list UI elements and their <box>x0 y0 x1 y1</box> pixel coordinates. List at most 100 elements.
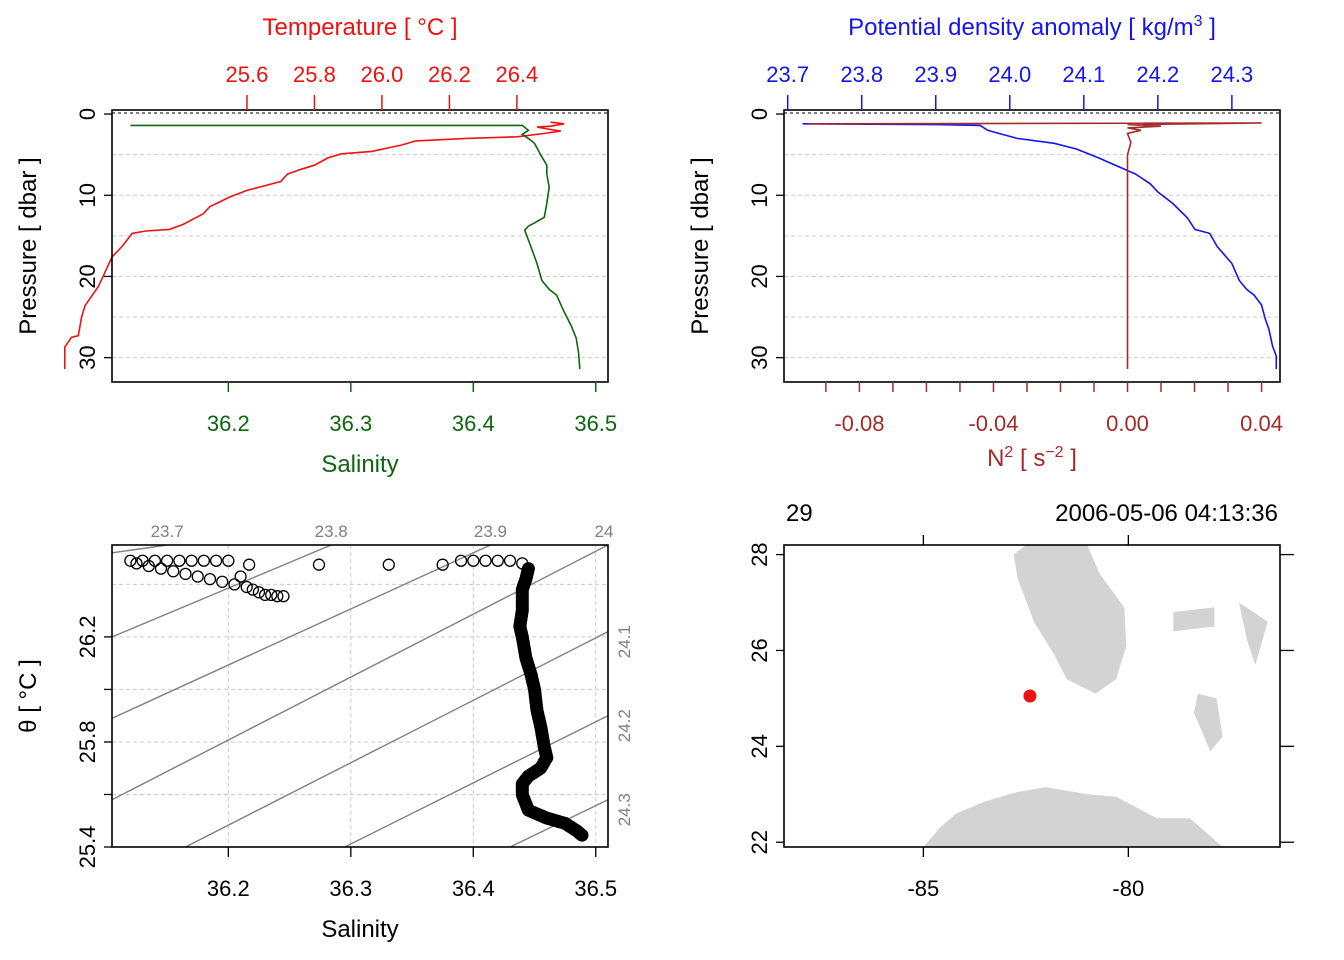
ts-point <box>148 554 162 567</box>
isopycnal-label: 24.3 <box>615 793 634 826</box>
p1-temperature-tick-label: 26.4 <box>495 62 538 87</box>
ts-point <box>160 554 174 567</box>
salinity-profile-line <box>130 124 581 370</box>
p2-n2-axis: -0.08 -0.04 0.00 0.04 <box>825 382 1283 436</box>
n2-profile-line <box>809 122 1262 369</box>
p3-x-tick-label: 36.4 <box>452 876 495 901</box>
ts-point <box>203 572 217 586</box>
p1-temperature-tick-label: 26.0 <box>361 62 404 87</box>
ts-point <box>252 586 266 599</box>
p1-salinity-tick-label: 36.3 <box>329 411 372 436</box>
isopycnal-line-24.1 <box>185 631 608 847</box>
isopycnal-line-24.2 <box>344 715 608 847</box>
ts-point <box>130 557 143 570</box>
p4-plot-frame <box>783 544 1281 848</box>
p4-land <box>923 545 1268 847</box>
density-profile-line <box>802 123 1278 369</box>
p1-y-tick-label: 20 <box>75 264 100 288</box>
ts-point <box>209 554 223 567</box>
p1-salinity-label: Salinity <box>321 451 398 478</box>
p3-theta-label: θ [ °C ] <box>15 659 42 733</box>
p1-salinity-tick-label: 36.4 <box>452 411 495 436</box>
p2-y-tick-label: 20 <box>747 264 772 288</box>
ts-point <box>185 554 198 567</box>
p2-density-tick-label: 24.0 <box>988 62 1031 87</box>
p4-axes: -85 -80 22 24 26 28 <box>747 535 1294 901</box>
p2-density-label: Potential density anomaly [ kg/m3 ] <box>848 13 1216 41</box>
p3-y-tick-label: 25.4 <box>75 826 100 869</box>
ts-point <box>479 554 492 567</box>
ts-point <box>222 554 235 567</box>
ts-point <box>124 554 137 567</box>
p2-density-tick-label: 24.3 <box>1210 62 1253 87</box>
p1-temperature-axis: 25.6 25.8 26.0 26.2 26.4 <box>226 62 538 110</box>
ts-point <box>436 558 449 571</box>
panel-map: -85 -80 22 24 26 28 29 2006-05-06 04:13:36 <box>747 500 1294 901</box>
p1-y-axis: 0 10 20 30 <box>75 108 112 370</box>
ts-point <box>382 558 395 571</box>
ts-point <box>258 588 272 602</box>
p1-temperature-label: Temperature [ °C ] <box>263 14 458 41</box>
p2-n2-tick-label: -0.08 <box>834 411 884 436</box>
ts-point <box>246 583 259 596</box>
ts-point <box>228 578 241 591</box>
ts-point <box>154 562 168 575</box>
p4-y-tick-label: 28 <box>747 542 772 566</box>
p2-density-axis: 23.7 23.8 23.9 24.0 24.1 24.2 24.3 <box>766 62 1253 110</box>
ts-point <box>277 590 290 603</box>
p2-density-tick-label: 24.2 <box>1136 62 1179 87</box>
p1-lines <box>64 121 581 370</box>
p3-x-tick-label: 36.5 <box>574 876 617 901</box>
p2-y-tick-label: 0 <box>747 108 772 120</box>
p1-pressure-label: Pressure [ dbar ] <box>15 157 42 334</box>
p2-density-tick-label: 24.1 <box>1062 62 1105 87</box>
p3-x-tick-label: 36.2 <box>207 876 250 901</box>
p3-y-tick-label: 25.8 <box>75 721 100 764</box>
isopycnal-label: 23.7 <box>151 522 184 541</box>
ts-point <box>197 554 211 567</box>
p3-points <box>124 554 589 842</box>
p2-y-tick-label: 30 <box>747 345 772 369</box>
isopycnal-line-23.9 <box>112 545 491 719</box>
ts-point <box>265 588 278 602</box>
p2-n2-tick-label: 0.04 <box>1240 411 1283 436</box>
land-bahamas-north <box>1173 607 1215 632</box>
p2-plot-frame <box>783 109 1281 383</box>
p1-grid <box>112 154 608 359</box>
ts-point <box>240 580 253 594</box>
p4-x-tick-label: -85 <box>907 876 939 901</box>
p1-salinity-axis: 36.2 36.3 36.4 36.5 <box>207 382 617 436</box>
p2-pressure-label: Pressure [ dbar ] <box>687 157 714 334</box>
p1-y-tick-label: 10 <box>75 183 100 207</box>
ts-point <box>312 558 326 571</box>
land-abaco <box>1239 602 1268 665</box>
p4-y-tick-label: 24 <box>747 734 772 758</box>
p4-y-tick-label: 22 <box>747 830 772 854</box>
p2-density-tick-label: 23.9 <box>914 62 957 87</box>
ts-point <box>271 590 284 603</box>
p3-isopycnal-labels: 23.7 23.8 23.9 24 24.1 24.2 24.3 <box>151 522 634 826</box>
isopycnal-label: 24.1 <box>615 625 634 658</box>
panel-density-n2: 0 10 20 30 23.7 23.8 23.9 24.0 24.1 24.2 24.3 -0.… <box>687 13 1283 472</box>
ts-point <box>167 565 180 578</box>
temperature-profile-line <box>64 121 565 369</box>
p1-salinity-tick-label: 36.5 <box>574 411 617 436</box>
p4-station-number: 29 <box>786 500 813 527</box>
p3-isopycnals <box>112 545 608 847</box>
p3-y-axis: 25.4 25.8 26.2 <box>75 615 112 868</box>
p1-salinity-tick-label: 36.2 <box>207 411 250 436</box>
p1-temperature-tick-label: 26.2 <box>428 62 471 87</box>
p1-plot-frame <box>111 109 609 383</box>
p2-y-tick-label: 10 <box>747 183 772 207</box>
land-andros <box>1193 693 1223 752</box>
ts-point <box>454 554 468 567</box>
p2-density-tick-label: 23.7 <box>766 62 809 87</box>
p3-x-axis: 36.2 36.3 36.4 36.5 <box>207 847 617 901</box>
p2-n2-label: N2 [ s−2 ] <box>987 444 1077 472</box>
p1-temperature-tick-label: 25.8 <box>293 62 336 87</box>
station-marker <box>1023 689 1037 703</box>
p3-y-tick-label: 26.2 <box>75 615 100 658</box>
p3-plot-frame <box>111 544 609 848</box>
